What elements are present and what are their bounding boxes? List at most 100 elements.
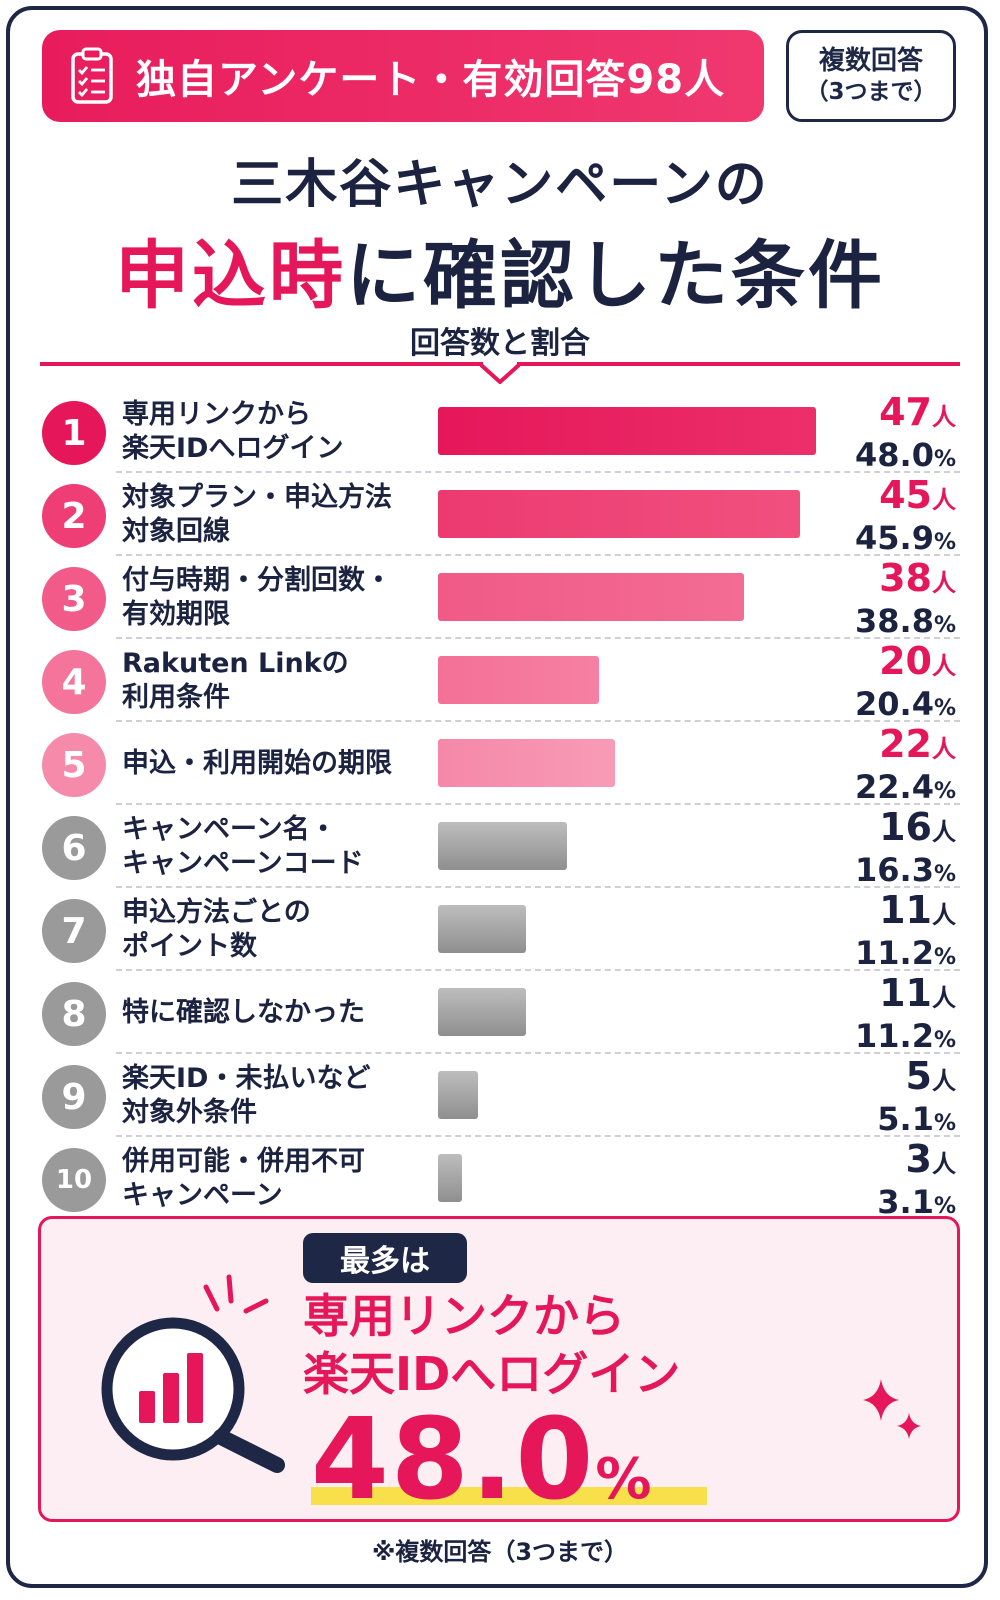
sparkle-icon bbox=[863, 1379, 921, 1439]
bar bbox=[438, 490, 800, 538]
result-highlight-box: 最多は 専用リンクから 楽天IDへログイン 48.0% bbox=[38, 1216, 960, 1522]
count-label: 47人 bbox=[879, 390, 956, 434]
rank-badge: 10 bbox=[42, 1148, 106, 1212]
divider-notch-icon bbox=[480, 362, 520, 384]
chart-row: 10 併用可能・併用不可 キャンペーン 3人 3.1% bbox=[40, 1137, 960, 1220]
rank-badge: 5 bbox=[42, 733, 106, 797]
result-percent-unit: % bbox=[595, 1447, 654, 1512]
most-badge: 最多は bbox=[303, 1233, 467, 1283]
value-labels: 11人 11.2% bbox=[826, 890, 956, 976]
count-label: 38人 bbox=[879, 556, 956, 600]
category-label: 申込方法ごとの ポイント数 bbox=[122, 896, 311, 962]
count-label: 45人 bbox=[879, 473, 956, 517]
count-label: 20人 bbox=[879, 639, 956, 683]
value-labels: 11人 11.2% bbox=[826, 973, 956, 1059]
row-separator bbox=[116, 554, 960, 556]
bar bbox=[438, 739, 615, 787]
row-separator bbox=[116, 720, 960, 722]
bar bbox=[438, 407, 816, 455]
value-labels: 20人 20.4% bbox=[826, 641, 956, 727]
bar bbox=[438, 656, 599, 704]
chart-row: 4 Rakuten Linkの 利用条件 20人 20.4% bbox=[40, 639, 960, 722]
row-separator bbox=[116, 1135, 960, 1137]
category-label: 専用リンクから 楽天IDへログイン bbox=[122, 398, 344, 464]
rank-badge: 4 bbox=[42, 650, 106, 714]
percent-label: 45.9% bbox=[855, 519, 956, 557]
rank-badge: 9 bbox=[42, 1065, 106, 1129]
value-labels: 47人 48.0% bbox=[826, 392, 956, 478]
rank-badge: 7 bbox=[42, 899, 106, 963]
value-labels: 22人 22.4% bbox=[826, 724, 956, 810]
rank-badge: 2 bbox=[42, 484, 106, 548]
bar bbox=[438, 1154, 462, 1202]
title-line2: 申込時に確認した条件 bbox=[0, 216, 1000, 323]
percent-label: 3.1% bbox=[877, 1183, 956, 1221]
clipboard-checklist-icon bbox=[71, 47, 113, 104]
title-highlight: 申込時 bbox=[115, 233, 346, 319]
chart-row: 5 申込・利用開始の期限 22人 22.4% bbox=[40, 722, 960, 805]
chart-row: 1 専用リンクから 楽天IDへログイン 47人 48.0% bbox=[40, 390, 960, 473]
bar bbox=[438, 988, 526, 1036]
chart-row: 9 楽天ID・未払いなど 対象外条件 5人 5.1% bbox=[40, 1054, 960, 1137]
value-labels: 45人 45.9% bbox=[826, 475, 956, 561]
percent-label: 16.3% bbox=[855, 851, 956, 889]
row-separator bbox=[116, 1052, 960, 1054]
chart-row: 2 対象プラン・申込方法 対象回線 45人 45.9% bbox=[40, 473, 960, 556]
category-label: 楽天ID・未払いなど 対象外条件 bbox=[122, 1062, 371, 1128]
count-label: 22人 bbox=[879, 722, 956, 766]
rank-badge: 6 bbox=[42, 816, 106, 880]
percent-label: 48.0% bbox=[855, 436, 956, 474]
value-labels: 16人 16.3% bbox=[826, 807, 956, 893]
category-label: Rakuten Linkの 利用条件 bbox=[122, 647, 349, 713]
multiple-answer-limit: （3つまで） bbox=[805, 79, 937, 105]
percent-label: 38.8% bbox=[855, 602, 956, 640]
result-name: 専用リンクから 楽天IDへログイン bbox=[303, 1289, 681, 1401]
row-separator bbox=[116, 471, 960, 473]
result-percent-value: 48.0 bbox=[311, 1395, 596, 1525]
title-rest: に確認した条件 bbox=[346, 233, 885, 319]
value-labels: 3人 3.1% bbox=[826, 1139, 956, 1225]
count-label: 11人 bbox=[879, 971, 956, 1015]
rank-badge: 1 bbox=[42, 401, 106, 465]
category-label: 付与時期・分割回数・ 有効期限 bbox=[122, 564, 392, 630]
count-label: 3人 bbox=[905, 1137, 956, 1181]
count-label: 11人 bbox=[879, 888, 956, 932]
category-label: 申込・利用開始の期限 bbox=[122, 747, 392, 779]
result-percent: 48.0% bbox=[311, 1404, 654, 1535]
row-separator bbox=[116, 886, 960, 888]
survey-tag: 独自アンケート・有効回答98人 bbox=[42, 30, 764, 122]
chart-row: 7 申込方法ごとの ポイント数 11人 11.2% bbox=[40, 888, 960, 971]
ranking-bar-chart: 1 専用リンクから 楽天IDへログイン 47人 48.0% 2 対象プラン・申込方法 対象… bbox=[40, 390, 960, 1220]
count-label: 5人 bbox=[905, 1054, 956, 1098]
percent-label: 11.2% bbox=[855, 934, 956, 972]
footnote: ※複数回答（3つまで） bbox=[371, 1538, 629, 1566]
percent-label: 22.4% bbox=[855, 768, 956, 806]
chart-row: 3 付与時期・分割回数・ 有効期限 38人 38.8% bbox=[40, 556, 960, 639]
row-separator bbox=[116, 637, 960, 639]
multiple-answer-badge: 複数回答 （3つまで） bbox=[786, 30, 956, 122]
percent-label: 20.4% bbox=[855, 685, 956, 723]
category-label: 対象プラン・申込方法 対象回線 bbox=[122, 481, 392, 547]
bar bbox=[438, 1071, 478, 1119]
multiple-answer-label: 複数回答 bbox=[818, 46, 923, 76]
rank-badge: 8 bbox=[42, 982, 106, 1046]
row-separator bbox=[116, 969, 960, 971]
magnifier-chart-icon bbox=[101, 1274, 285, 1473]
chart-subhead: 回答数と割合 bbox=[410, 326, 590, 361]
bar bbox=[438, 822, 567, 870]
percent-label: 5.1% bbox=[877, 1100, 956, 1138]
survey-tag-text: 独自アンケート・有効回答98人 bbox=[136, 57, 726, 103]
title-line1: 三木谷キャンペーンの bbox=[231, 155, 769, 215]
category-label: 特に確認しなかった bbox=[122, 996, 365, 1028]
value-labels: 38人 38.8% bbox=[826, 558, 956, 644]
rank-badge: 3 bbox=[42, 567, 106, 631]
percent-label: 11.2% bbox=[855, 1017, 956, 1055]
result-underline bbox=[311, 1487, 707, 1505]
bar bbox=[438, 905, 526, 953]
result-percent-wrap: 48.0% bbox=[311, 1404, 707, 1535]
chart-row: 6 キャンペーン名・ キャンペーンコード 16人 16.3% bbox=[40, 805, 960, 888]
row-separator bbox=[116, 803, 960, 805]
bar bbox=[438, 573, 744, 621]
chart-row: 8 特に確認しなかった 11人 11.2% bbox=[40, 971, 960, 1054]
value-labels: 5人 5.1% bbox=[826, 1056, 956, 1142]
